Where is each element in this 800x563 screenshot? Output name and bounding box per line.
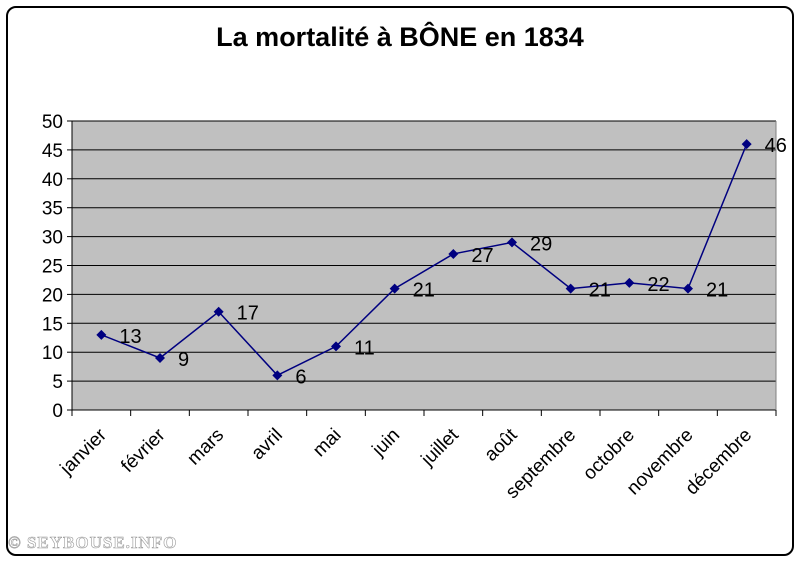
axes: [67, 120, 777, 416]
data-point: [683, 283, 693, 294]
y-tick-label: 40: [42, 170, 63, 191]
y-tick-label: 45: [42, 141, 63, 162]
x-axis-tick-labels: janvier février mars avril mai juin juillet aoû…: [56, 424, 756, 503]
data-point: [331, 341, 341, 352]
x-tick-label: juillet: [417, 424, 464, 471]
chart-title: La mortalité à BÔNE en 1834: [216, 22, 584, 52]
y-tick-label: 50: [42, 112, 63, 133]
data-point: [624, 277, 635, 288]
data-label: 11: [354, 337, 375, 359]
x-tick-label: mai: [309, 425, 346, 462]
y-tick-label: 35: [42, 199, 63, 220]
x-tick-label: janvier: [56, 424, 112, 480]
x-tick-label: octobre: [579, 425, 639, 485]
y-tick-label: 30: [42, 228, 63, 249]
x-tick-label: août: [481, 424, 523, 466]
y-tick-label: 10: [42, 343, 63, 364]
data-label: 13: [119, 326, 141, 348]
data-point: [272, 370, 283, 381]
data-label: 29: [530, 233, 552, 255]
data-label: 9: [178, 349, 189, 371]
x-tick-label: avril: [247, 425, 286, 464]
y-tick-label: 20: [42, 285, 63, 306]
y-axis-tick-labels: 0 5 10 15 20 25 30 35 40 45 50: [42, 112, 63, 422]
data-label: 21: [413, 280, 435, 302]
x-tick-label: juin: [368, 425, 404, 461]
y-tick-label: 15: [42, 314, 63, 335]
data-label: 46: [765, 135, 787, 157]
data-labels: 13 9 17 6 11 21 27 29 21 22 21 46: [119, 135, 787, 388]
watermark-text: © SEYBOUSE.INFO: [8, 533, 178, 553]
data-label: 27: [471, 245, 493, 267]
gridlines: [72, 120, 776, 382]
y-tick-label: 25: [42, 257, 63, 278]
data-point: [741, 139, 752, 150]
y-tick-label: 5: [52, 372, 63, 393]
data-label: 22: [647, 274, 669, 296]
series-line: [101, 143, 748, 377]
data-label: 17: [237, 303, 259, 325]
y-tick-label: 0: [52, 401, 63, 422]
data-points: [96, 139, 752, 381]
data-point: [507, 237, 517, 248]
data-point: [565, 283, 576, 294]
data-point: [155, 352, 165, 363]
x-tick-label: février: [117, 424, 170, 477]
data-label: 21: [706, 280, 728, 302]
x-tick-label: mars: [183, 425, 228, 470]
data-point: [213, 306, 224, 317]
data-label: 6: [295, 366, 306, 388]
data-point: [448, 248, 459, 259]
data-point: [96, 329, 107, 340]
data-label: 21: [589, 280, 611, 302]
data-point: [389, 283, 400, 294]
